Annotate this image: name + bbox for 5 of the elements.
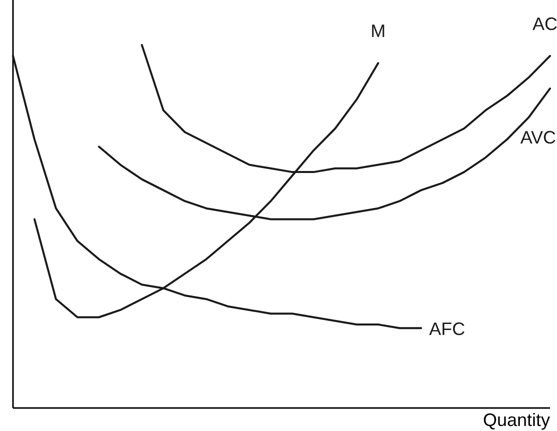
series-label: AC	[532, 14, 557, 34]
x-axis-title: Quantity	[482, 410, 550, 430]
series-label: AFC	[429, 319, 466, 340]
series-label: M	[370, 21, 386, 42]
series-label: AVC	[520, 128, 556, 148]
